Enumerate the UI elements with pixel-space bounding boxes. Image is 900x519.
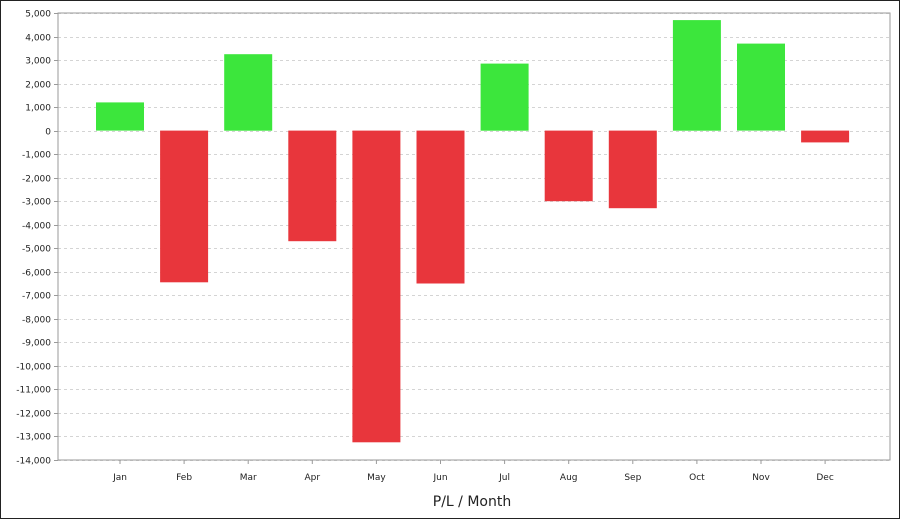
y-tick-label: 0 (45, 128, 51, 138)
bar-nov (737, 43, 785, 131)
x-tick-label: Aug (560, 473, 578, 483)
bar-dec (801, 130, 850, 143)
y-tick-label: -1,000 (22, 151, 51, 161)
bar-mar (224, 54, 273, 131)
y-tick-label: 2,000 (25, 81, 51, 91)
x-tick-label: Mar (240, 473, 257, 483)
y-tick-label: -3,000 (22, 198, 51, 208)
plot-border (57, 12, 891, 461)
y-tick-label: -10,000 (16, 363, 51, 373)
bar-aug (544, 130, 593, 202)
y-tick-label: -7,000 (22, 292, 51, 302)
y-tick-label: -4,000 (22, 222, 51, 232)
y-tick-label: -8,000 (22, 316, 51, 326)
x-tick-label: May (367, 473, 386, 483)
bar-jun (416, 130, 465, 284)
bar-sep (608, 130, 657, 209)
y-tick-label: 4,000 (25, 34, 51, 44)
x-tick-label: Feb (176, 473, 192, 483)
x-tick-label: Oct (689, 473, 705, 483)
y-axis: 5,000 4,000 3,000 2,000 1,000 0 -1,000 -2,000 -3… (16, 10, 58, 467)
x-tick-label: Nov (752, 473, 770, 483)
x-axis: Jan Feb Mar Apr May Jun Jul Aug Sep Oct Nov Dec (112, 460, 834, 483)
bar-jan (96, 102, 144, 131)
bar-may (352, 130, 401, 443)
x-axis-title: P/L / Month (433, 494, 511, 510)
y-tick-label: -11,000 (16, 386, 51, 396)
bar-oct (672, 20, 721, 131)
x-tick-label: Sep (624, 473, 641, 483)
y-tick-label: -2,000 (22, 175, 51, 185)
x-tick-label: Jul (498, 473, 510, 483)
x-tick-label: Jan (112, 473, 127, 483)
y-tick-label: -12,000 (16, 410, 51, 420)
y-tick-label: -14,000 (16, 457, 51, 467)
y-tick-label: 5,000 (25, 10, 51, 20)
bar-feb (160, 130, 209, 283)
y-tick-label: -9,000 (22, 339, 51, 349)
x-tick-label: Jun (432, 473, 447, 483)
x-tick-label: Apr (305, 473, 321, 483)
bar-apr (288, 130, 337, 242)
y-tick-label: 1,000 (25, 104, 51, 114)
x-tick-label: Dec (816, 473, 833, 483)
y-tick-label: 3,000 (25, 57, 51, 67)
bar-jul (480, 63, 529, 131)
y-tick-label: -13,000 (16, 433, 51, 443)
bars (96, 20, 850, 443)
y-tick-label: -6,000 (22, 269, 51, 279)
y-tick-label: -5,000 (22, 245, 51, 255)
